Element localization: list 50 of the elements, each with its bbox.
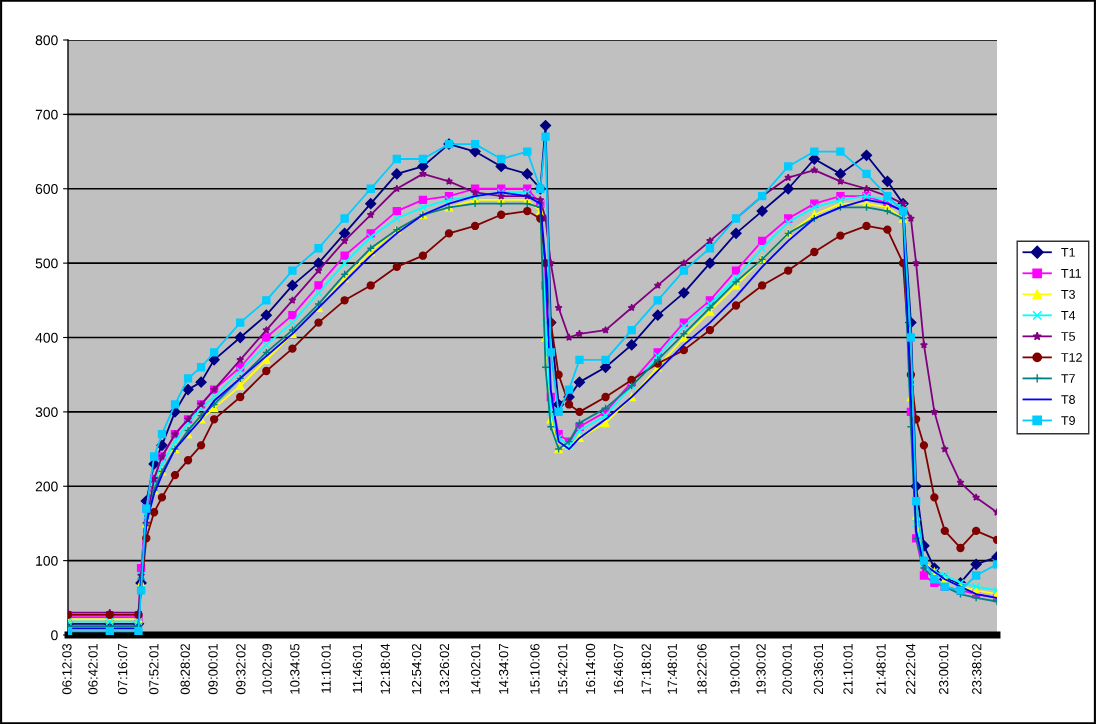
y-tick-label: 700 (35, 109, 58, 120)
x-tick-label: 09:32:02 (236, 643, 246, 695)
legend-label: T12 (1061, 353, 1082, 362)
x-tick-label: 14:34:07 (498, 643, 509, 694)
x-tick-label: 21:48:01 (876, 643, 886, 695)
x-tick-label: 15:10:06 (530, 643, 540, 694)
y-tick-label: 200 (35, 481, 58, 492)
x-tick-label: 10:02:09 (262, 643, 272, 694)
x-tick-label: 06:42:01 (88, 643, 98, 695)
legend-label: T9 (1061, 416, 1075, 425)
x-tick-label: 19:30:02 (756, 643, 766, 694)
x-tick-label: 09:00:01 (208, 643, 218, 695)
legend-label: T8 (1061, 395, 1075, 404)
x-tick-label: 07:52:01 (149, 643, 159, 695)
x-tick-label: 12:54:02 (411, 643, 422, 694)
x-tick-label: 16:46:07 (613, 643, 624, 694)
x-tick-label: 17:18:02 (641, 643, 651, 694)
x-tick-label: 23:38:02 (972, 643, 982, 695)
x-tick-label: 14:02:01 (471, 643, 481, 694)
y-tick-label: 500 (35, 258, 58, 269)
x-tick-label: 07:16:07 (117, 643, 128, 695)
x-tick-label: 11:46:01 (352, 643, 363, 693)
y-tick-label: 300 (35, 407, 58, 418)
x-tick-label: 15:42:01 (558, 643, 568, 694)
legend-label: T1 (1061, 248, 1075, 257)
y-tick-label: 800 (35, 35, 58, 46)
legend-label: T7 (1061, 374, 1075, 383)
x-tick-label: 19:00:01 (730, 643, 740, 694)
legend-label: T11 (1061, 269, 1081, 278)
y-tick-label: 0 (51, 630, 58, 641)
x-tick-label: 13:26:02 (439, 643, 450, 694)
x-tick-label: 17:48:01 (667, 643, 677, 694)
y-tick-label: 400 (35, 332, 58, 343)
x-tick-label: 10:34:05 (290, 643, 300, 694)
x-tick-label: 20:36:01 (813, 643, 824, 695)
y-tick-label: 100 (36, 555, 58, 566)
x-tick-label: 12:18:04 (380, 643, 390, 694)
x-tick-label: 16:14:00 (585, 643, 596, 694)
x-tick-label: 11:10:01 (321, 643, 331, 693)
x-tick-label: 06:12:03 (62, 643, 72, 695)
x-tick-label: 08:28:02 (180, 643, 190, 695)
x-tick-label: 23:00:01 (939, 643, 949, 695)
legend-label: T5 (1061, 332, 1075, 341)
legend-label: T3 (1061, 289, 1075, 299)
x-tick-label: 22:22:04 (906, 643, 916, 695)
x-tick-label: 18:22:06 (697, 643, 707, 694)
x-tick-label: 20:00:01 (782, 643, 792, 695)
y-tick-label: 600 (35, 184, 58, 194)
legend-label: T4 (1061, 311, 1076, 320)
x-tick-label: 21:10:01 (843, 643, 853, 695)
